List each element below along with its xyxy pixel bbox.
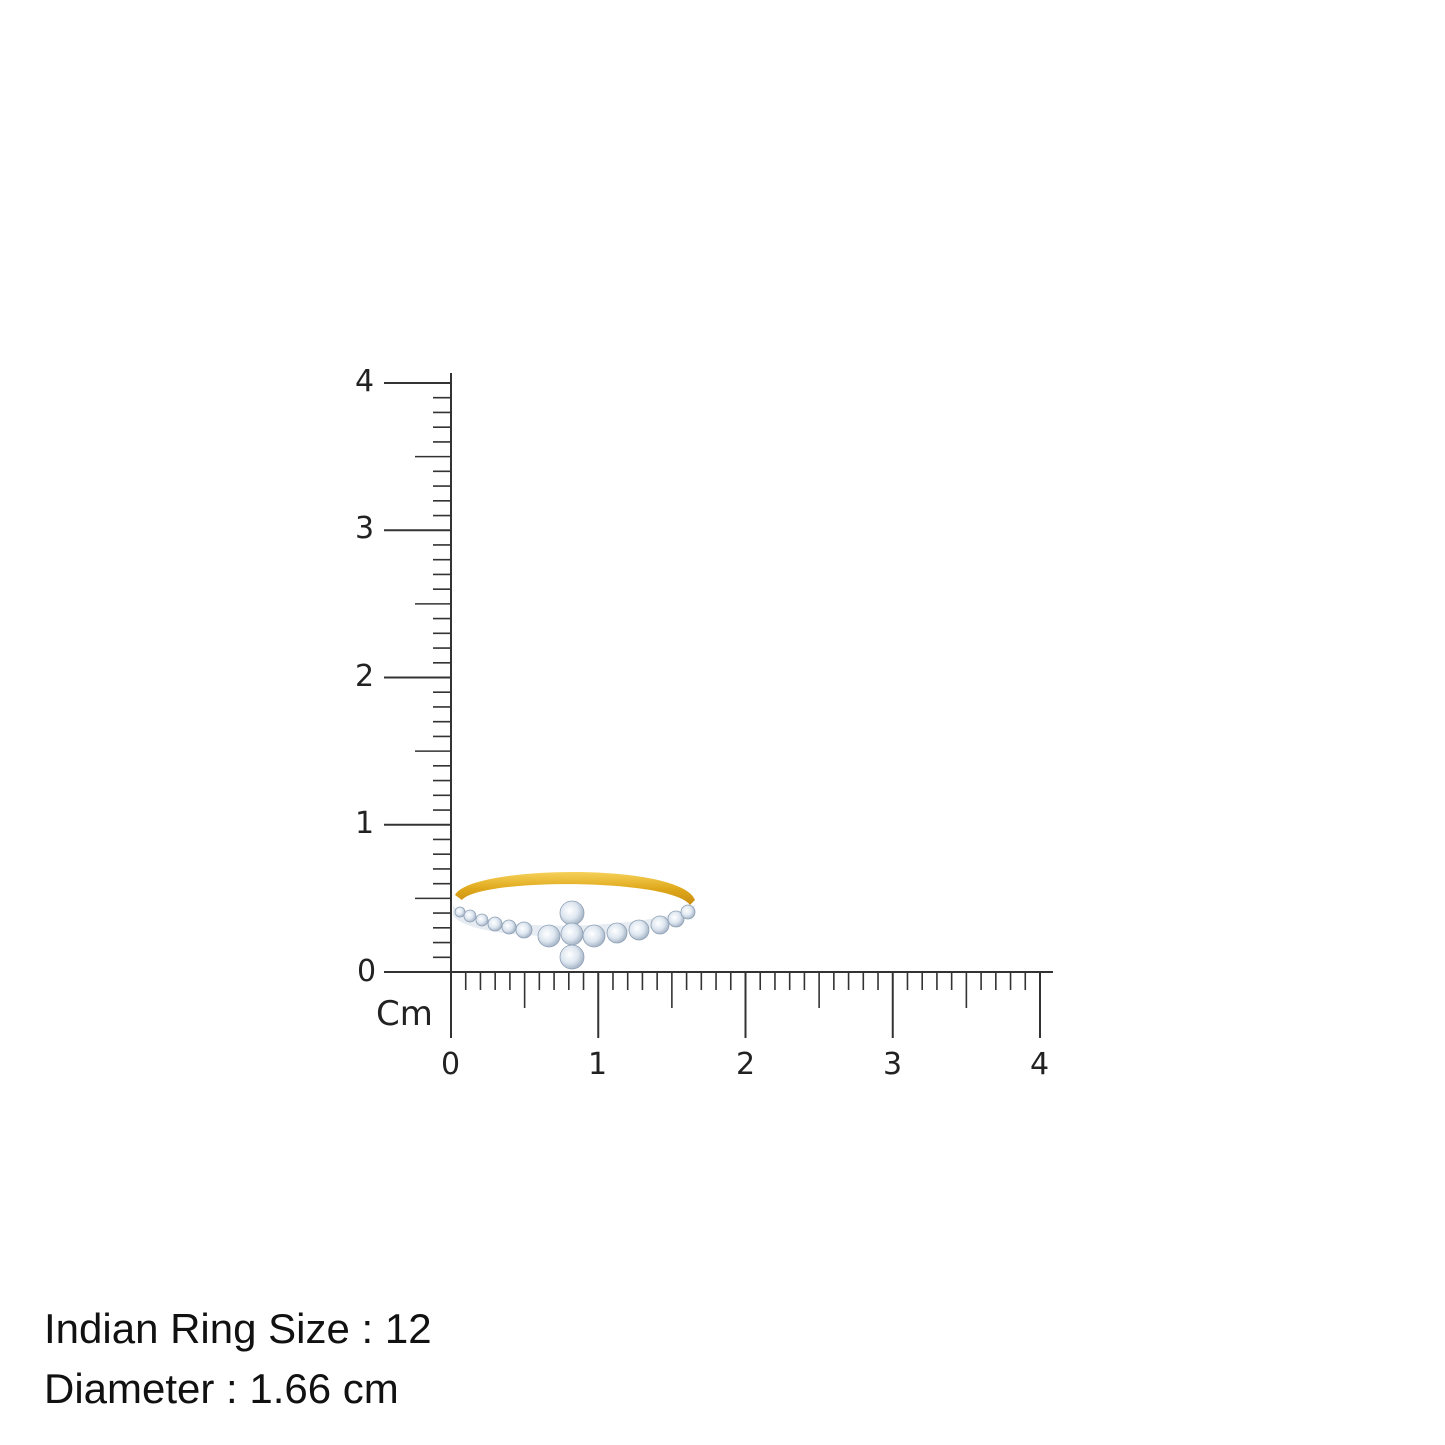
unit-label: Cm: [376, 994, 433, 1034]
diamond: [515, 921, 533, 939]
diamond: [501, 919, 517, 935]
diamond: [582, 924, 606, 948]
diamond: [454, 906, 466, 918]
x-tick-label-2: 2: [736, 1047, 756, 1082]
diamond: [560, 922, 584, 946]
diamond: [559, 900, 585, 926]
diameter-text: Diameter : 1.66 cm: [44, 1365, 399, 1412]
ring-size-text: Indian Ring Size : 12: [44, 1305, 432, 1352]
diamond: [463, 909, 477, 923]
diamond: [475, 913, 489, 927]
y-tick-label-0: 0: [357, 954, 377, 989]
diamond: [559, 944, 585, 970]
ring-band: [455, 871, 695, 905]
diamond: [628, 919, 650, 941]
diamond: [606, 922, 628, 944]
diamond: [537, 924, 561, 948]
x-tick-label-4: 4: [1030, 1047, 1050, 1082]
diamond: [667, 910, 685, 928]
y-tick-label-4: 4: [355, 364, 375, 399]
y-tick-label-1: 1: [355, 806, 375, 841]
x-tick-label-3: 3: [883, 1047, 903, 1082]
diamond: [487, 916, 503, 932]
diamond: [680, 904, 696, 920]
diamond-stones: [454, 900, 696, 970]
y-tick-label-3: 3: [355, 511, 375, 546]
diamond: [650, 915, 670, 935]
y-tick-label-2: 2: [355, 659, 375, 694]
x-tick-label-1: 1: [588, 1047, 608, 1082]
x-tick-label-0: 0: [441, 1047, 461, 1082]
